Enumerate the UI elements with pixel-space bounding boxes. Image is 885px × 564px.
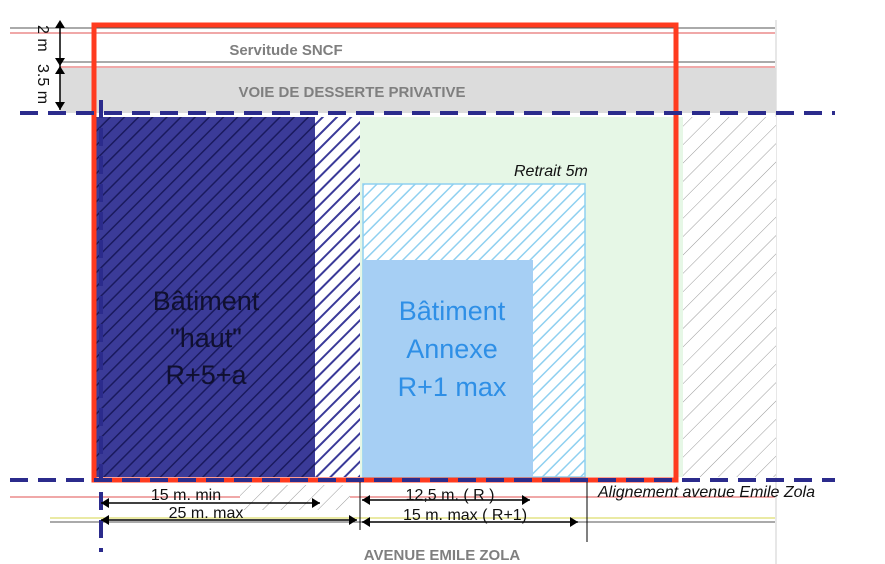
dim-15m-max-r1-label: 15 m. max ( R+1) (403, 507, 527, 524)
voie-desserte-band (60, 68, 776, 113)
dim-3-5m-label: 3.5 m (34, 64, 51, 104)
alignement-label: Alignement avenue Emile Zola (597, 484, 815, 501)
batiment-annexe-line-2: Annexe (406, 334, 498, 364)
batiment-annexe-line-1: Bâtiment (399, 296, 506, 326)
dim-2m-label: 2 m (34, 25, 51, 52)
batiment-haut-line-2: "haut" (170, 323, 242, 353)
batiment-haut-block (95, 117, 315, 477)
batiment-haut-strip (315, 117, 360, 477)
bottom-hatched-strip (240, 485, 350, 510)
left-dimension-arrows (55, 20, 65, 110)
avenue-emile-zola-label: AVENUE EMILE ZOLA (364, 547, 521, 564)
top-street-lines (10, 27, 775, 68)
bottom-dimension-lines (101, 482, 588, 542)
voie-desserte-label: VOIE DE DESSERTE PRIVATIVE (239, 84, 466, 101)
batiment-haut-line-3: R+5+a (165, 360, 247, 390)
dim-25m-max-label: 25 m. max (169, 505, 244, 522)
dim-15m-min-label: 15 m. min (151, 487, 221, 504)
batiment-haut-line-1: Bâtiment (153, 286, 260, 316)
batiment-annexe-line-3: R+1 max (398, 372, 507, 402)
right-hatched-zone (683, 117, 776, 477)
batiment-annexe-block (363, 260, 533, 477)
retrait-label: Retrait 5m (514, 163, 588, 180)
dim-12-5m-label: 12,5 m. ( R ) (406, 487, 495, 504)
servitude-sncf-label: Servitude SNCF (229, 42, 342, 59)
